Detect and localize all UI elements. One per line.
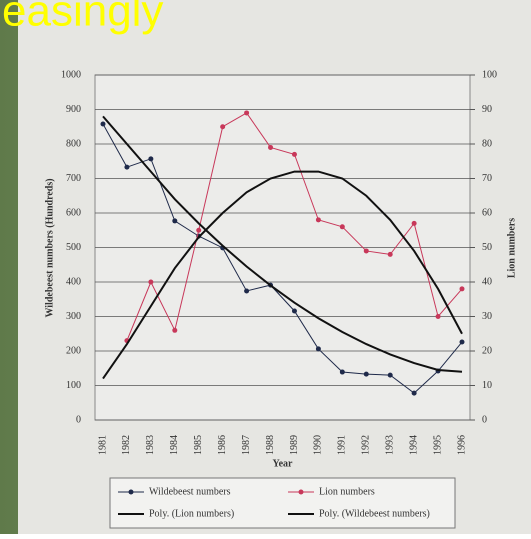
point bbox=[244, 110, 250, 116]
y-tick-label: 1000 bbox=[61, 69, 81, 80]
legend-marker bbox=[128, 489, 134, 495]
y-tick-label: 900 bbox=[66, 104, 81, 115]
point bbox=[268, 144, 274, 150]
y2-tick-label: 60 bbox=[482, 207, 492, 218]
point bbox=[363, 248, 369, 254]
legend-label: Wildebeest numbers bbox=[149, 486, 231, 497]
y-tick-label: 600 bbox=[66, 207, 81, 218]
x-tick-label: 1989 bbox=[289, 435, 300, 455]
x-tick-label: 1988 bbox=[265, 435, 276, 455]
trend-line bbox=[102, 115, 463, 373]
legend-label: Poly. (Lion numbers) bbox=[149, 508, 234, 519]
legend bbox=[109, 477, 456, 529]
x-tick-label: 1996 bbox=[456, 435, 467, 455]
point bbox=[124, 164, 130, 170]
y-tick-label: 0 bbox=[76, 414, 81, 425]
y2-tick-label: 100 bbox=[482, 69, 497, 80]
legend-marker bbox=[298, 489, 304, 495]
point bbox=[459, 286, 465, 292]
point bbox=[148, 156, 154, 162]
y-tick-label: 200 bbox=[66, 345, 81, 356]
point bbox=[459, 339, 465, 345]
x-tick-label: 1986 bbox=[217, 435, 228, 455]
point bbox=[244, 288, 250, 294]
point bbox=[196, 227, 202, 233]
point bbox=[363, 371, 369, 377]
y2-tick-label: 20 bbox=[482, 345, 492, 356]
x-tick-label: 1983 bbox=[145, 435, 156, 455]
y-axis-label: Wildebeest numbers (Hundreds) bbox=[44, 178, 55, 317]
y2-tick-label: 10 bbox=[482, 380, 492, 391]
point bbox=[100, 121, 106, 127]
point bbox=[435, 314, 441, 319]
caption: easingly bbox=[2, 0, 163, 36]
point bbox=[339, 224, 345, 230]
x-tick-label: 1994 bbox=[408, 435, 419, 455]
x-tick-label: 1993 bbox=[384, 435, 395, 455]
point bbox=[387, 251, 393, 257]
y2-axis-label: Lion numbers bbox=[506, 218, 517, 278]
y-tick-label: 500 bbox=[66, 242, 81, 253]
point bbox=[220, 124, 226, 130]
y-tick-label: 400 bbox=[66, 276, 81, 287]
point bbox=[315, 346, 321, 352]
x-tick-label: 1991 bbox=[337, 435, 348, 455]
x-tick-label: 1995 bbox=[432, 435, 443, 455]
y2-tick-label: 30 bbox=[482, 311, 492, 322]
point bbox=[411, 220, 417, 226]
legend-label: Poly. (Wildebeest numbers) bbox=[319, 508, 430, 519]
point bbox=[172, 327, 178, 333]
point bbox=[387, 372, 393, 378]
y2-tick-label: 50 bbox=[482, 242, 492, 253]
y-tick-label: 300 bbox=[66, 311, 81, 322]
point bbox=[315, 217, 321, 223]
legend-label: Lion numbers bbox=[319, 486, 375, 497]
x-tick-label: 1992 bbox=[361, 435, 372, 455]
x-tick-label: 1990 bbox=[313, 435, 324, 455]
point bbox=[411, 390, 417, 396]
y-tick-label: 800 bbox=[66, 138, 81, 149]
y2-tick-label: 40 bbox=[482, 276, 492, 287]
x-axis-label: Year bbox=[273, 458, 294, 469]
x-tick-label: 1984 bbox=[169, 435, 180, 455]
point bbox=[339, 369, 345, 375]
y2-tick-label: 80 bbox=[482, 138, 492, 149]
y2-tick-label: 70 bbox=[482, 173, 492, 184]
y2-tick-label: 90 bbox=[482, 104, 492, 115]
y-tick-label: 700 bbox=[66, 173, 81, 184]
point bbox=[148, 279, 154, 285]
y-tick-label: 100 bbox=[66, 380, 81, 391]
point bbox=[172, 218, 178, 224]
x-tick-label: 1987 bbox=[241, 435, 252, 455]
x-tick-label: 1981 bbox=[97, 435, 108, 455]
data-line bbox=[102, 123, 463, 394]
y2-tick-label: 0 bbox=[482, 414, 487, 425]
x-tick-label: 1985 bbox=[193, 435, 204, 455]
point bbox=[291, 151, 297, 157]
point bbox=[291, 308, 297, 314]
x-tick-label: 1982 bbox=[121, 435, 132, 455]
trend-line bbox=[102, 170, 463, 380]
